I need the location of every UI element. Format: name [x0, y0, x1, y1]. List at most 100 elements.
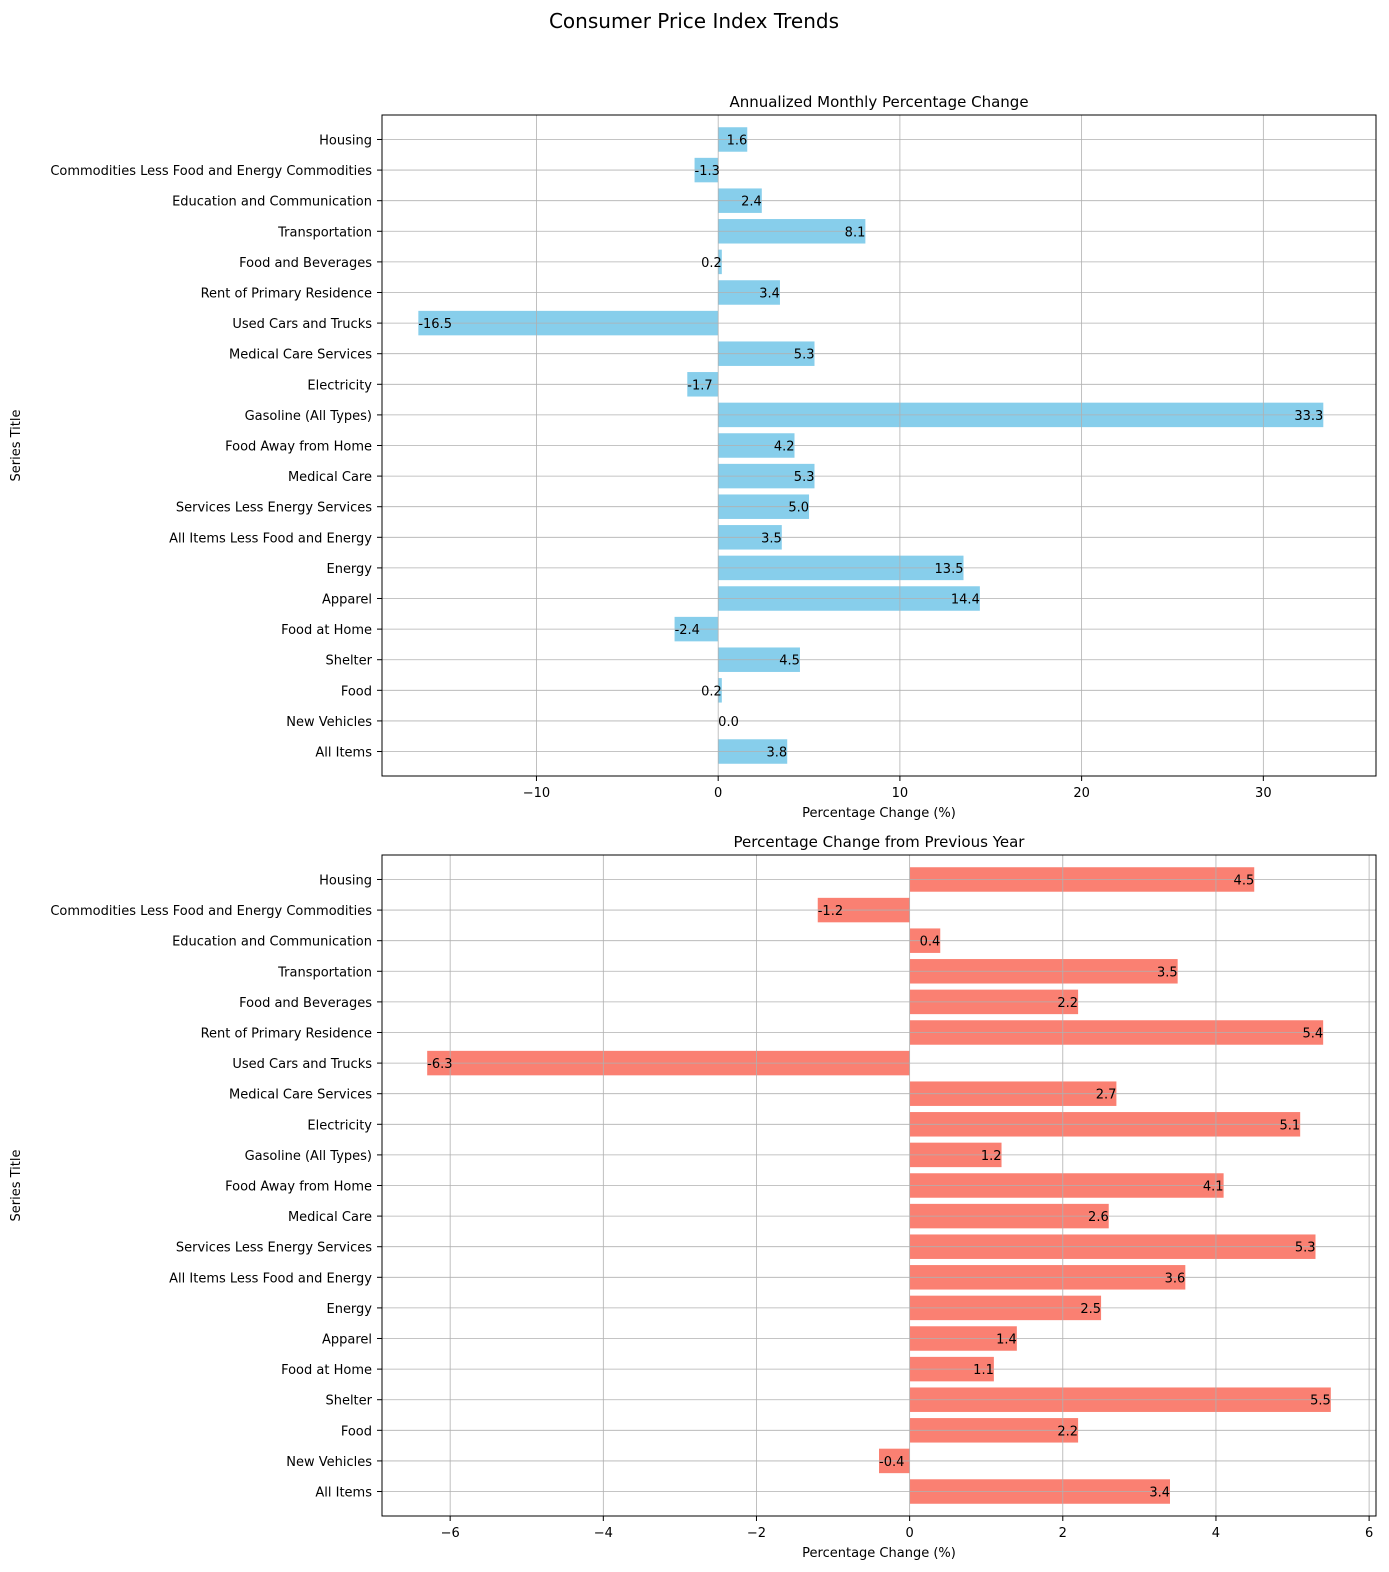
data-label: 3.8 — [767, 746, 788, 761]
data-label: -2.4 — [675, 623, 700, 638]
x-axis-label: Percentage Change (%) — [802, 806, 956, 821]
data-label: 3.4 — [1149, 1486, 1170, 1501]
x-tick-label: −10 — [523, 786, 550, 801]
category-label: Medical Care — [288, 470, 372, 485]
category-label: Energy — [326, 1302, 372, 1317]
category-label: Food — [341, 1424, 372, 1439]
chart-title: Percentage Change from Previous Year — [734, 833, 1026, 851]
data-label: 13.5 — [935, 562, 964, 577]
data-label: 1.2 — [981, 1149, 1002, 1164]
data-label: -6.3 — [427, 1057, 452, 1072]
figure-title: Consumer Price Index Trends — [549, 9, 839, 33]
data-label: 0.0 — [718, 715, 739, 730]
data-label: 3.6 — [1165, 1271, 1186, 1286]
data-label: -0.4 — [879, 1455, 904, 1470]
data-label: 5.5 — [1310, 1394, 1331, 1409]
x-tick-label: 20 — [1073, 786, 1090, 801]
category-label: Food and Beverages — [239, 256, 372, 271]
x-tick-label: −2 — [747, 1526, 766, 1541]
data-label: 2.2 — [1057, 996, 1078, 1011]
data-label: 3.5 — [761, 531, 782, 546]
category-label: Apparel — [322, 593, 372, 608]
category-label: Electricity — [307, 1118, 372, 1133]
x-tick-label: 6 — [1365, 1526, 1373, 1541]
data-label: -1.2 — [818, 904, 843, 919]
category-label: Energy — [326, 562, 372, 577]
category-label: Used Cars and Trucks — [232, 1057, 372, 1072]
x-axis-label: Percentage Change (%) — [802, 1546, 956, 1561]
category-label: All Items Less Food and Energy — [169, 531, 372, 546]
category-label: Housing — [319, 873, 372, 888]
category-label: New Vehicles — [286, 1455, 372, 1470]
category-label: All Items — [315, 1486, 372, 1501]
category-label: Education and Communication — [172, 195, 372, 210]
category-label: Services Less Energy Services — [176, 1241, 372, 1256]
data-label: 5.4 — [1302, 1026, 1323, 1041]
category-label: Food at Home — [281, 1363, 372, 1378]
data-label: 1.4 — [996, 1333, 1017, 1348]
data-label: 3.4 — [759, 286, 780, 301]
category-label: Commodities Less Food and Energy Commodi… — [50, 904, 372, 919]
year-over-year-chart: 3.4 -0.4 2.2 5.5 1.11.4 2.5 3.6 5.3 2.6 4.1 1.2 5.1… — [9, 833, 1377, 1561]
category-label: Used Cars and Trucks — [232, 317, 372, 332]
category-label: Medical Care — [288, 1210, 372, 1225]
category-label: Food Away from Home — [225, 1180, 372, 1195]
data-label: 8.1 — [845, 225, 866, 240]
category-label: Gasoline (All Types) — [245, 409, 372, 424]
data-label: 0.4 — [920, 935, 941, 950]
category-label: Shelter — [325, 1394, 372, 1409]
category-label: Education and Communication — [172, 935, 372, 950]
data-label: 0.2 — [701, 684, 722, 699]
category-label: Electricity — [307, 378, 372, 393]
x-tick-label: −6 — [441, 1526, 460, 1541]
x-tick-label: 0 — [714, 786, 722, 801]
data-label: 4.5 — [779, 654, 800, 669]
data-label: 4.5 — [1234, 873, 1255, 888]
data-label: 2.6 — [1088, 1210, 1109, 1225]
data-label: 3.5 — [1157, 965, 1178, 980]
data-label: 2.4 — [741, 195, 762, 210]
data-label: 1.6 — [727, 133, 748, 148]
data-label: 5.3 — [794, 470, 815, 485]
data-label: 5.1 — [1279, 1118, 1300, 1133]
category-label: Gasoline (All Types) — [245, 1149, 372, 1164]
category-label: Transportation — [277, 965, 372, 980]
x-tick-label: 4 — [1212, 1526, 1220, 1541]
category-label: Services Less Energy Services — [176, 501, 372, 516]
data-label: 5.0 — [788, 501, 809, 516]
category-label: Commodities Less Food and Energy Commodi… — [50, 164, 372, 179]
data-label: 4.2 — [774, 440, 795, 455]
category-label: Food Away from Home — [225, 440, 372, 455]
category-label: Shelter — [325, 654, 372, 669]
annualized-monthly-chart: 3.8 0.0 0.2 4.5 -2.4 14.4 13.5 3.5 5.0 5.3 4.2 33.3… — [9, 93, 1377, 821]
data-label: 2.2 — [1057, 1424, 1078, 1439]
category-label: Food and Beverages — [239, 996, 372, 1011]
category-label: All Items — [315, 746, 372, 761]
data-label: 14.4 — [951, 593, 980, 608]
data-label: 2.7 — [1096, 1088, 1117, 1103]
data-label: 33.3 — [1294, 409, 1323, 424]
category-label: Transportation — [277, 225, 372, 240]
data-label: -16.5 — [418, 317, 452, 332]
data-label: 2.5 — [1080, 1302, 1101, 1317]
data-label: 1.1 — [973, 1363, 994, 1378]
chart-title: Annualized Monthly Percentage Change — [729, 93, 1028, 111]
x-tick-label: 0 — [905, 1526, 913, 1541]
data-label: 5.3 — [794, 348, 815, 363]
category-label: Food at Home — [281, 623, 372, 638]
category-label: Apparel — [322, 1333, 372, 1348]
y-axis-label: Series Title — [9, 410, 24, 482]
category-label: Medical Care Services — [229, 1088, 372, 1103]
category-label: New Vehicles — [286, 715, 372, 730]
data-label: 0.2 — [701, 256, 722, 271]
x-tick-label: 2 — [1059, 1526, 1067, 1541]
x-tick-label: 30 — [1255, 786, 1272, 801]
category-label: All Items Less Food and Energy — [169, 1271, 372, 1286]
category-label: Rent of Primary Residence — [201, 1026, 372, 1041]
x-tick-label: 10 — [892, 786, 909, 801]
y-axis-label: Series Title — [9, 1150, 24, 1222]
data-label: 4.1 — [1203, 1180, 1224, 1195]
data-label: 5.3 — [1295, 1241, 1316, 1256]
category-label: Housing — [319, 133, 372, 148]
category-label: Food — [341, 684, 372, 699]
